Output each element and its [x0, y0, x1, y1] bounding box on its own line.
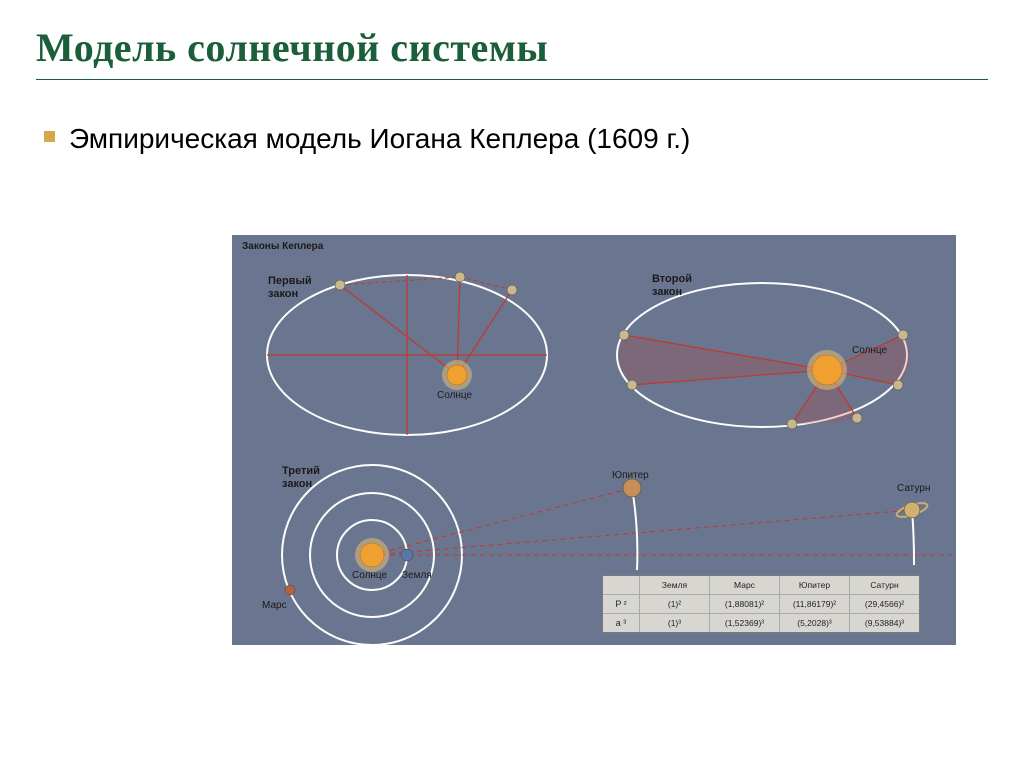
table-p-mars: (1,88081)²	[710, 595, 780, 613]
law1-label: Первый закон	[268, 275, 312, 300]
law2-label: Второй закон	[652, 273, 692, 298]
law3-mars-label: Марс	[262, 600, 287, 612]
table-a-mars: (1,52369)³	[710, 614, 780, 632]
bullet-item: Эмпирическая модель Иогана Кеплера (1609…	[36, 120, 988, 158]
table-col-earth: Земля	[640, 576, 710, 594]
table-row-p: P ² (1)² (1,88081)² (11,86179)² (29,4566…	[603, 595, 919, 614]
table-col-mars: Марс	[710, 576, 780, 594]
law3-jupiter-label: Юпитер	[612, 470, 649, 482]
table-header-row: Земля Марс Юпитер Сатурн	[603, 576, 919, 595]
table-a-saturn: (9,53884)³	[850, 614, 919, 632]
table-a-earth: (1)³	[640, 614, 710, 632]
table-lhs-a: a ³	[603, 614, 640, 632]
law3-saturn-label: Сатурн	[897, 483, 930, 495]
figure-header: Законы Кеплера	[242, 241, 323, 253]
title-underline	[36, 79, 988, 80]
table-p-jupiter: (11,86179)²	[780, 595, 850, 613]
table-col-jupiter: Юпитер	[780, 576, 850, 594]
table-col-saturn: Сатурн	[850, 576, 919, 594]
law3-earth-label: Земля	[402, 570, 432, 582]
bullet-text: Эмпирическая модель Иогана Кеплера (1609…	[69, 120, 690, 158]
slide: Модель солнечной системы Эмпирическая мо…	[0, 0, 1024, 767]
table-p-earth: (1)²	[640, 595, 710, 613]
law2-sun-label: Солнце	[852, 345, 887, 357]
table-a-jupiter: (5,2028)³	[780, 614, 850, 632]
page-title: Модель солнечной системы	[36, 24, 988, 71]
table-lhs-blank	[603, 576, 640, 594]
law1-sun-label: Солнце	[437, 390, 472, 402]
table-p-saturn: (29,4566)²	[850, 595, 919, 613]
kepler-figure: Законы Кеплера Первый закон Солнце Второ…	[232, 235, 956, 645]
law3-sun-label: Солнце	[352, 570, 387, 582]
bullet-square-icon	[44, 131, 55, 142]
table-lhs-p: P ²	[603, 595, 640, 613]
law3-label: Третий закон	[282, 465, 320, 490]
kepler-table: Земля Марс Юпитер Сатурн P ² (1)² (1,880…	[602, 575, 920, 633]
table-row-a: a ³ (1)³ (1,52369)³ (5,2028)³ (9,53884)³	[603, 614, 919, 632]
